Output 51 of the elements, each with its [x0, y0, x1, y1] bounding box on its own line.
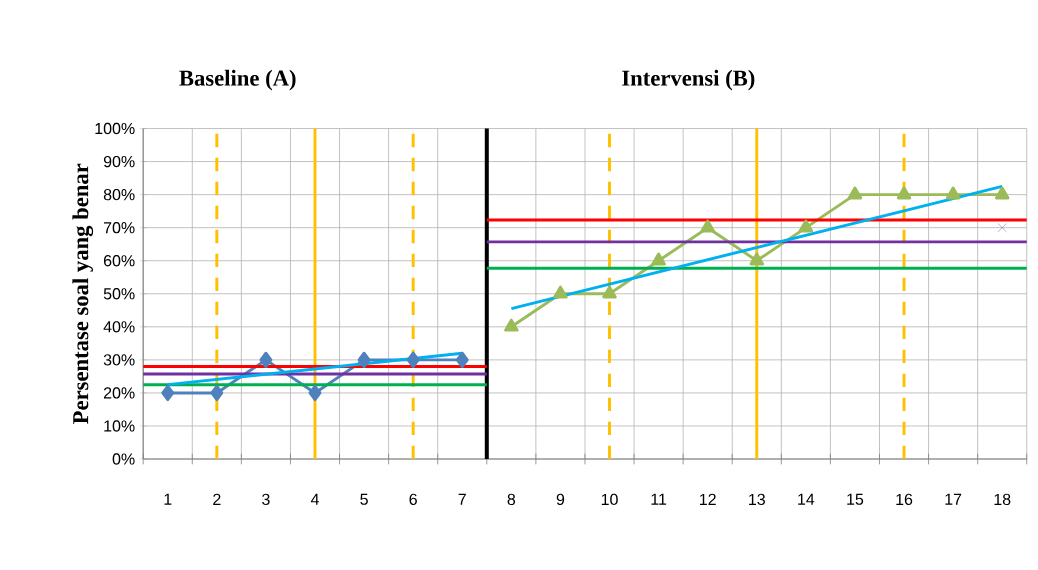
x-tick-label: 15	[847, 493, 864, 505]
point	[259, 351, 273, 368]
y-tick-label: 70%	[103, 221, 135, 234]
x-tick-label: 17	[945, 493, 962, 505]
x-tick-label: 12	[700, 493, 716, 505]
text: Intervensi (B)	[622, 69, 755, 91]
y-tick-label: 0%	[112, 453, 135, 465]
point	[553, 285, 568, 299]
x-tick-label: 16	[896, 493, 913, 505]
y-tick-label: 60%	[103, 254, 135, 267]
y-tick-label: 20%	[103, 387, 135, 399]
point	[994, 186, 1010, 200]
point	[210, 384, 224, 401]
x-tick-label: 5	[360, 493, 368, 505]
point	[651, 252, 666, 266]
point	[406, 351, 420, 368]
x-tick-label: 2	[213, 493, 221, 505]
point	[798, 219, 814, 233]
point	[896, 186, 912, 200]
y-tick-label: 100%	[95, 122, 135, 135]
x-tick-label: 8	[507, 493, 516, 505]
point	[455, 351, 469, 368]
x-tick-label: 6	[409, 493, 417, 505]
point	[847, 186, 863, 200]
x-tick-label: 10	[601, 493, 618, 505]
x-tick-label: 14	[798, 493, 815, 505]
point	[504, 318, 519, 332]
y-tick-label: 80%	[103, 188, 135, 201]
x-tick-label: 1	[164, 493, 172, 505]
x-tick-label: 18	[994, 493, 1011, 505]
x-tick-label: 7	[458, 493, 466, 505]
y-tick-label: 10%	[104, 420, 135, 432]
x-tick-label: 13	[749, 493, 765, 505]
point	[308, 384, 322, 401]
text: Baseline (A)	[179, 69, 296, 91]
x-tick-label: 9	[556, 493, 565, 505]
y-tick-label: 90%	[103, 155, 135, 168]
point	[700, 219, 715, 233]
point	[945, 186, 961, 200]
y-tick-label: 40%	[103, 321, 135, 333]
x-tick-label: 3	[262, 493, 270, 505]
point	[357, 351, 371, 368]
y-tick-label: 30%	[103, 354, 135, 366]
y-tick-label: 50%	[103, 288, 135, 300]
point	[602, 285, 617, 299]
point	[161, 384, 175, 401]
x-tick-label: 11	[651, 493, 667, 505]
x-tick-label: 4	[310, 493, 319, 505]
y-axis-title: Persentase soal yang benar	[72, 163, 94, 424]
point	[997, 223, 1007, 233]
point	[749, 252, 765, 266]
